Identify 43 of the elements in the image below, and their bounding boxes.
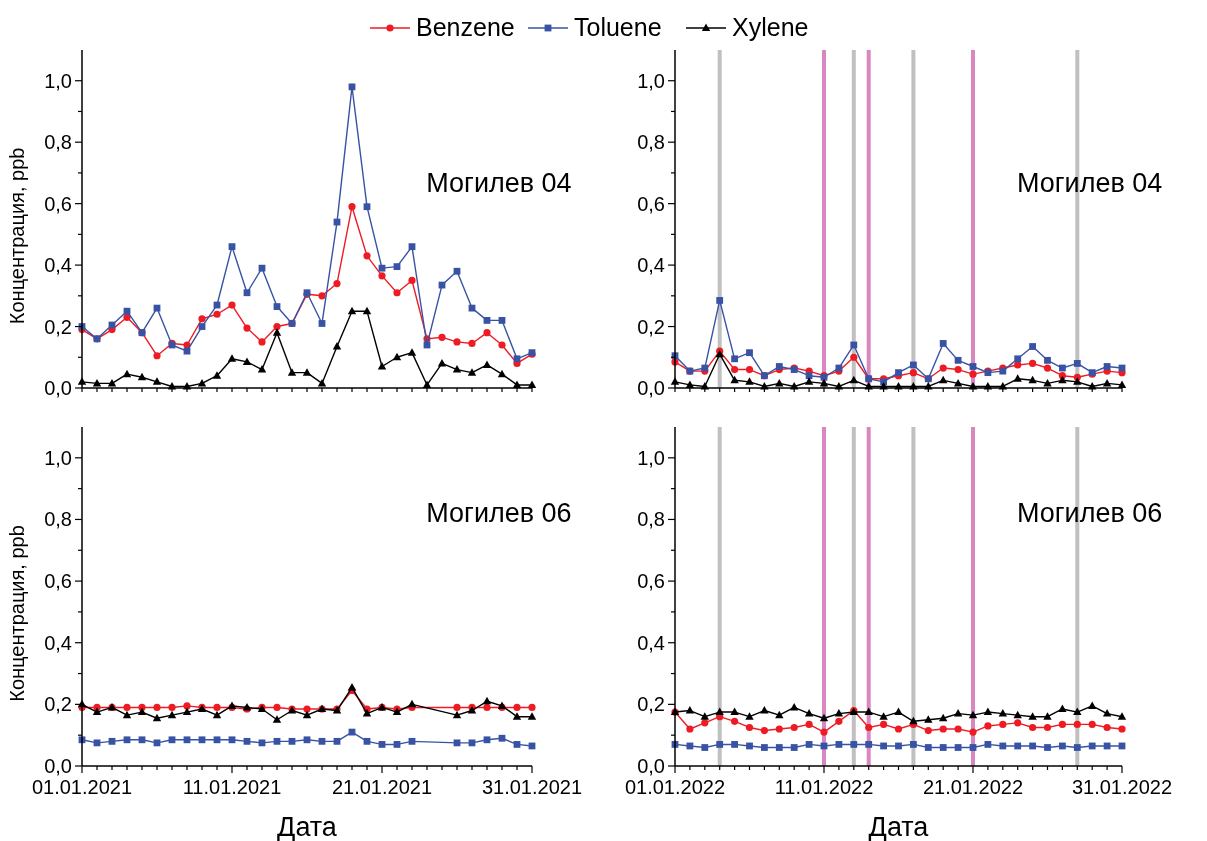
legend-label: Benzene bbox=[416, 13, 515, 41]
y-tick-label: 0,4 bbox=[637, 254, 665, 277]
y-tick-label: 0,8 bbox=[637, 508, 665, 531]
y-tick-label: 0,8 bbox=[44, 131, 72, 154]
x-tick-label: 21.01.2022 bbox=[922, 776, 1024, 798]
y-tick-label: 0,6 bbox=[44, 570, 72, 593]
text: Могилев 06 bbox=[1016, 497, 1163, 528]
y-tick-label: 0,2 bbox=[637, 693, 665, 716]
y-tick-label: 1,0 bbox=[637, 69, 665, 92]
text: Могилев 06 bbox=[426, 497, 572, 528]
x-axis-title: Дата bbox=[868, 812, 930, 841]
text: Могилев 04 bbox=[1016, 167, 1163, 198]
y-tick-label: 0,0 bbox=[44, 755, 72, 777]
x-tick-label: 01.01.2021 bbox=[31, 776, 133, 798]
y-tick-label: 0,0 bbox=[44, 377, 72, 399]
y-tick-label: 0,6 bbox=[44, 192, 72, 215]
y-tick-label: 0,2 bbox=[637, 315, 665, 338]
y-tick-label: 0,4 bbox=[637, 631, 665, 654]
x-axis-title: Дата bbox=[277, 812, 338, 841]
y-tick-label: 0,6 bbox=[637, 192, 665, 215]
x-tick-label: 31.01.2021 bbox=[481, 776, 583, 798]
legend-label: Toluene bbox=[574, 13, 662, 41]
legend-label: Xylene bbox=[732, 13, 809, 41]
y-tick-label: 0,4 bbox=[44, 254, 72, 277]
y-tick-label: 0,0 bbox=[637, 755, 665, 777]
x-tick-label: 21.01.2021 bbox=[331, 776, 433, 798]
y-tick-label: 0,4 bbox=[44, 631, 72, 654]
y-tick-label: 1,0 bbox=[44, 446, 72, 469]
x-tick-label: 01.01.2022 bbox=[624, 776, 726, 798]
y-axis-title: Концентрация, ppb bbox=[6, 525, 28, 702]
y-axis-title: Концентрация, ppb bbox=[6, 147, 28, 325]
y-tick-label: 0,8 bbox=[637, 131, 665, 154]
y-tick-label: 0,6 bbox=[637, 570, 665, 593]
x-tick-label: 31.01.2022 bbox=[1071, 776, 1173, 798]
text: Могилев 04 bbox=[426, 167, 572, 198]
y-tick-label: 1,0 bbox=[637, 446, 665, 469]
x-tick-label: 11.01.2021 bbox=[182, 776, 282, 798]
y-tick-label: 1,0 bbox=[44, 69, 72, 92]
x-tick-label: 11.01.2022 bbox=[774, 776, 874, 798]
y-tick-label: 0,0 bbox=[637, 377, 665, 399]
y-tick-label: 0,2 bbox=[44, 693, 72, 716]
y-tick-label: 0,8 bbox=[44, 508, 72, 531]
y-tick-label: 0,2 bbox=[44, 315, 72, 338]
